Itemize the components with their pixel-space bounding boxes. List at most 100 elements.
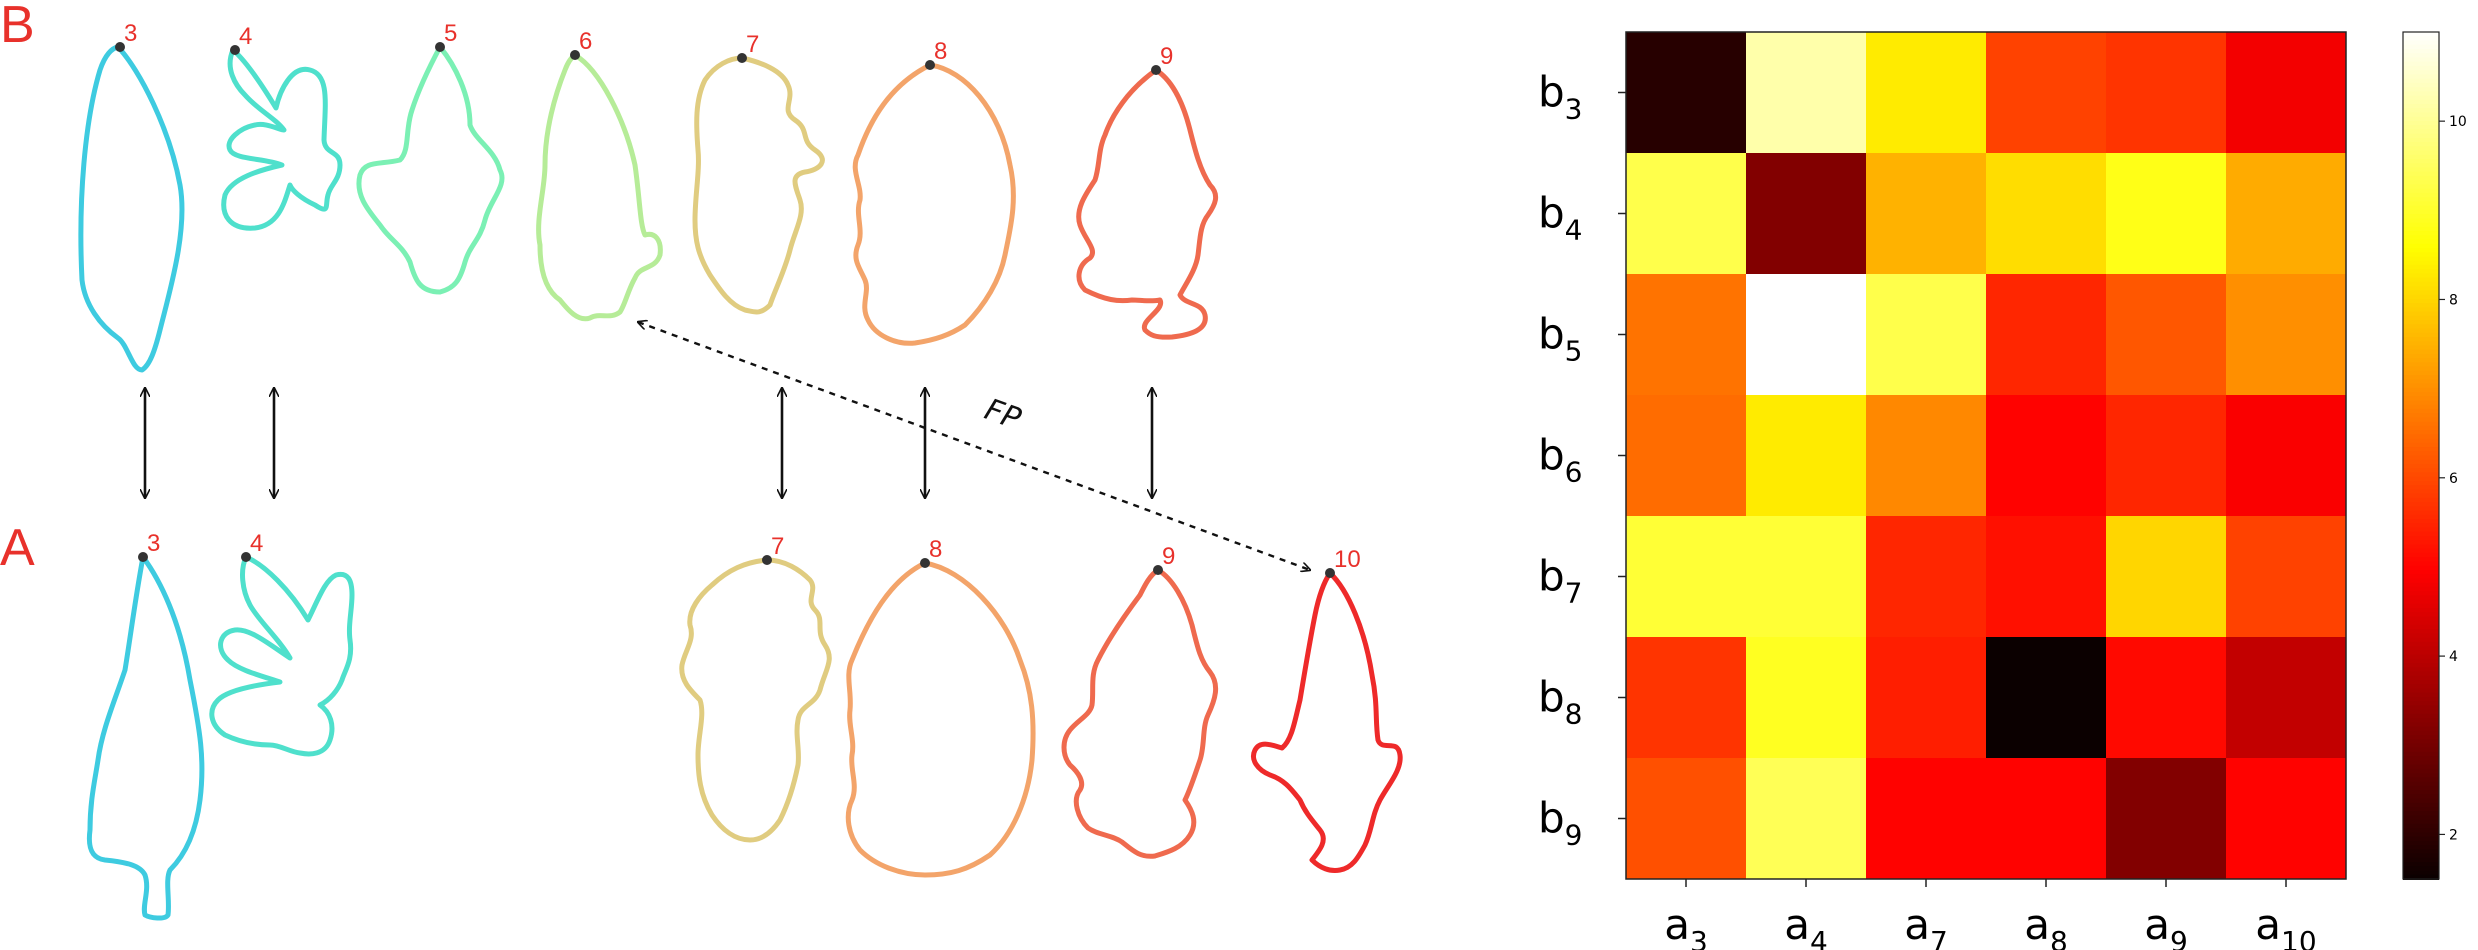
- colorbar-segment: [2403, 472, 2439, 478]
- colorbar-segment: [2403, 324, 2439, 330]
- colorbar-segment: [2403, 468, 2439, 474]
- colorbar-segment: [2403, 764, 2439, 770]
- heatmap-cell-b9-a9: [2106, 758, 2226, 879]
- colorbar-segment: [2403, 108, 2439, 114]
- colorbar-segment: [2403, 366, 2439, 372]
- leaf-number-label: 9: [1160, 43, 1173, 70]
- leaf-outline: [1061, 567, 1219, 859]
- leaf-apex-dot: [1151, 65, 1161, 75]
- colorbar-segment: [2403, 61, 2439, 67]
- colorbar-frame: [2402, 31, 2440, 880]
- colorbar-segment: [2403, 807, 2439, 813]
- colorbar-segment: [2403, 32, 2439, 38]
- colorbar-tick-label: 4: [2449, 649, 2458, 665]
- colorbar-segment: [2403, 476, 2439, 482]
- leaf-apex-dot: [737, 53, 747, 63]
- colorbar-segment: [2403, 455, 2439, 461]
- colorbar-segment: [2403, 794, 2439, 800]
- heatmap-cell-b6-a4: [1746, 395, 1866, 516]
- colorbar-segment: [2403, 78, 2439, 84]
- colorbar-segment: [2403, 353, 2439, 360]
- heatmap-cell-b3-a8: [1986, 32, 2106, 153]
- row-label-b9: b9: [1538, 794, 1583, 852]
- colorbar-segment: [2403, 701, 2439, 707]
- colorbar-segment: [2403, 823, 2439, 830]
- colorbar-segment: [2403, 586, 2439, 593]
- colorbar-segment: [2403, 53, 2439, 59]
- colorbar-segment: [2403, 57, 2439, 63]
- colorbar-segment: [2403, 654, 2439, 660]
- colorbar-segment: [2403, 565, 2439, 571]
- heatmap-cell-b3-a9: [2106, 32, 2226, 153]
- bottom-leaf-8: 8: [845, 536, 1036, 878]
- colorbar-segment: [2403, 688, 2439, 694]
- leaf-apex-dot: [435, 42, 445, 52]
- colorbar-segment: [2403, 497, 2439, 504]
- colorbar-segment: [2403, 552, 2439, 559]
- leaf-apex-dot: [570, 50, 580, 60]
- colorbar-segment: [2403, 383, 2439, 389]
- colorbar-segment: [2403, 396, 2439, 402]
- leaf-number-label: 6: [579, 28, 592, 55]
- colorbar-segment: [2403, 231, 2439, 237]
- top-leaf-8: 8: [852, 38, 1016, 346]
- row-label-b6: b6: [1538, 431, 1583, 489]
- leaf-outline: [209, 554, 355, 757]
- heatmap-cell-b7-a8: [1986, 516, 2106, 637]
- colorbar-segment: [2403, 637, 2439, 643]
- colorbar-segment: [2403, 527, 2439, 533]
- colorbar-tick-label: 2: [2449, 827, 2458, 843]
- colorbar-segment: [2403, 760, 2439, 766]
- colorbar-segment: [2403, 595, 2439, 601]
- colorbar-segment: [2403, 294, 2439, 300]
- heatmap-cell-b7-a4: [1746, 516, 1866, 637]
- colorbar-segment: [2403, 811, 2439, 817]
- colorbar-segment: [2403, 633, 2439, 639]
- colorbar-segment: [2403, 874, 2439, 880]
- colorbar-segment: [2403, 260, 2439, 266]
- colorbar-segment: [2403, 281, 2439, 288]
- colorbar-segment: [2403, 290, 2439, 296]
- leaf-outline: [356, 44, 505, 295]
- leaf-apex-dot: [138, 552, 148, 562]
- colorbar-segment: [2403, 430, 2439, 436]
- colorbar-segment: [2403, 129, 2439, 135]
- row-label-b5: b5: [1538, 310, 1583, 368]
- colorbar-segment: [2403, 82, 2439, 89]
- colorbar-segment: [2403, 561, 2439, 567]
- bottom-leaf-7: 7: [679, 533, 832, 843]
- leaf-outline: [852, 62, 1016, 346]
- colorbar-segment: [2403, 658, 2439, 665]
- leaf-outline: [78, 44, 185, 373]
- panel-label-b: B: [0, 0, 35, 54]
- colorbar-segment: [2403, 328, 2439, 334]
- heatmap-cell-b5-a3: [1626, 274, 1746, 395]
- colorbar-segment: [2403, 87, 2439, 93]
- colorbar-segment: [2403, 277, 2439, 283]
- heatmap-cell-b3-a3: [1626, 32, 1746, 153]
- colorbar-segment: [2403, 345, 2439, 351]
- colorbar-segment: [2403, 862, 2439, 868]
- leaf-number-label: 7: [771, 533, 784, 560]
- colorbar-segment: [2403, 616, 2439, 622]
- colorbar-segment: [2403, 790, 2439, 796]
- colorbar-segment: [2403, 286, 2439, 292]
- colorbar-segment: [2403, 781, 2439, 787]
- top-leaf-6: 6: [536, 28, 663, 322]
- heatmap-cell-b8-a3: [1626, 637, 1746, 758]
- leaf-number-label: 10: [1334, 546, 1361, 573]
- colorbar-segment: [2403, 836, 2439, 842]
- leaf-outline: [536, 52, 663, 322]
- bottom-leaf-10: 10: [1251, 546, 1403, 873]
- colorbar-segment: [2403, 205, 2439, 211]
- colorbar-segment: [2403, 408, 2439, 415]
- colorbar-segment: [2403, 103, 2439, 110]
- colorbar-segment: [2403, 375, 2439, 381]
- colorbar-segment: [2403, 641, 2439, 648]
- colorbar-segment: [2403, 438, 2439, 444]
- heatmap: [1618, 31, 2347, 887]
- top-leaf-9: 9: [1076, 43, 1219, 340]
- leaf-row-top: 3 4 5 6 7 8 9: [78, 20, 1219, 373]
- colorbar-segment: [2403, 167, 2439, 173]
- colorbar-segment: [2403, 828, 2439, 834]
